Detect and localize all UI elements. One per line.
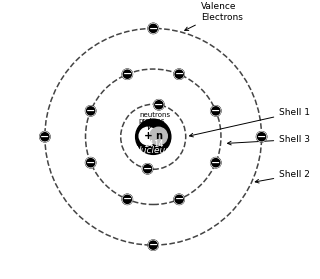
Circle shape (211, 158, 221, 168)
Circle shape (150, 127, 167, 145)
Circle shape (40, 132, 50, 142)
Text: −: − (123, 69, 132, 79)
Circle shape (154, 100, 164, 110)
Text: −: − (40, 132, 50, 142)
Text: −: − (143, 164, 152, 174)
Text: Shell 2: Shell 2 (255, 170, 310, 183)
Text: +: + (144, 131, 152, 141)
Text: Shell 1: Shell 1 (189, 108, 310, 137)
Text: −: − (86, 158, 95, 168)
Text: −: − (211, 158, 220, 168)
Text: −: − (174, 69, 184, 79)
Text: neutrons: neutrons (139, 112, 170, 124)
Circle shape (148, 23, 158, 33)
Circle shape (142, 164, 153, 174)
Circle shape (256, 132, 267, 142)
Circle shape (136, 119, 171, 154)
Circle shape (211, 106, 221, 116)
Text: Nucleus: Nucleus (135, 146, 171, 155)
Circle shape (85, 106, 96, 116)
Text: Valence
Electrons: Valence Electrons (185, 3, 243, 30)
Text: −: − (123, 194, 132, 204)
Text: −: − (154, 100, 164, 110)
Text: −: − (148, 23, 158, 33)
Circle shape (139, 127, 157, 145)
Text: −: − (211, 106, 220, 116)
Text: 14: 14 (143, 140, 153, 149)
Text: −: − (86, 106, 95, 116)
Text: −: − (148, 240, 158, 250)
Circle shape (174, 69, 184, 79)
Circle shape (85, 158, 96, 168)
Circle shape (148, 240, 158, 250)
Text: protons: protons (138, 117, 165, 129)
Text: n: n (155, 131, 162, 141)
Circle shape (122, 194, 132, 205)
Text: Shell 3: Shell 3 (228, 135, 310, 145)
Text: −: − (257, 132, 266, 142)
Circle shape (122, 69, 132, 79)
Text: −: − (174, 194, 184, 204)
Circle shape (174, 194, 184, 205)
Text: 14: 14 (153, 140, 164, 149)
